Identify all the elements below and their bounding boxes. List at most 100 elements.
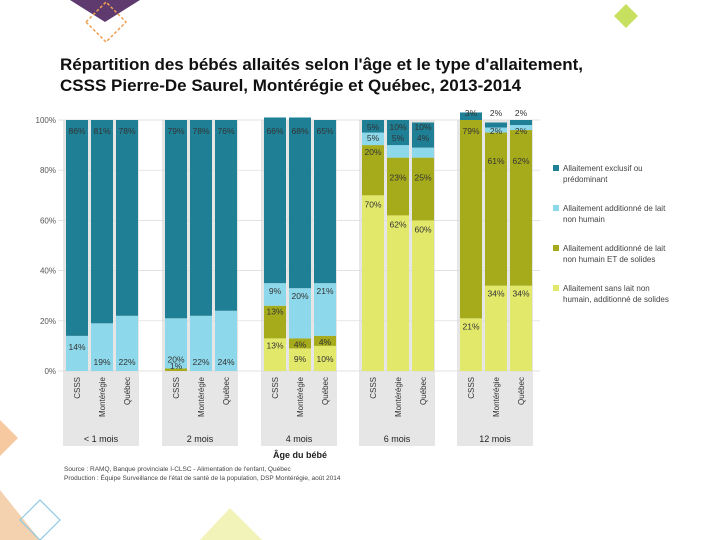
- bar-segment-exclusif: [460, 112, 482, 120]
- legend-entry-lait_non_humain: Allaitement additionné de lait non humain: [563, 204, 666, 224]
- bar-segment-lait_et_solides: [314, 335, 336, 346]
- legend-entry-line: Allaitement additionné de lait: [563, 244, 666, 253]
- group-label: 12 mois: [479, 434, 511, 444]
- bar-segment-sans_lait: [510, 285, 532, 371]
- data-label-exclusif: 2%: [490, 108, 503, 118]
- y-tick-label: 100%: [36, 116, 56, 125]
- bar-segment-lait_et_solides: [412, 157, 434, 221]
- data-label-lait-non-humain: 5%: [367, 133, 380, 143]
- chart-title: Répartition des bébés allaités selon l'â…: [60, 54, 700, 96]
- bar-segment-exclusif: [314, 120, 336, 284]
- bar-segment-exclusif: [510, 120, 532, 126]
- bar-segment-sans_lait: [264, 338, 286, 371]
- y-tick-label: 80%: [40, 166, 56, 175]
- bar-segment-lait_non_humain: [190, 315, 212, 371]
- peach-triangle-decoration: [0, 490, 40, 540]
- bar-segment-sans_lait: [387, 215, 409, 371]
- legend-entry-sans_lait: Allaitement sans lait non humain, additio…: [563, 284, 669, 304]
- data-label-exclusif: 68%: [291, 126, 308, 136]
- category-label: Québec: [123, 377, 132, 405]
- legend-entry-line: non humain: [563, 215, 605, 224]
- bar-segment-lait_non_humain: [116, 315, 138, 371]
- data-label-sans-lait: 34%: [487, 289, 504, 299]
- bar-segment-lait_non_humain: [387, 145, 409, 158]
- data-label-lait-non-humain: 20%: [167, 354, 184, 364]
- y-tick-label: 20%: [40, 317, 56, 326]
- data-label-lait-non-humain: 24%: [217, 357, 234, 367]
- data-label-lait-et-solides: 61%: [487, 156, 504, 166]
- legend-entry-line: humain, additionné de solides: [563, 295, 669, 304]
- category-label: CSSS: [271, 377, 280, 399]
- category-label: Québec: [222, 377, 231, 405]
- data-label-sans-lait: 60%: [414, 224, 431, 234]
- y-tick-label: 60%: [40, 216, 56, 225]
- data-label-exclusif: 65%: [316, 126, 333, 136]
- bar-segment-exclusif: [387, 120, 409, 146]
- bar-segment-exclusif: [412, 122, 434, 148]
- bar-segment-lait_non_humain: [165, 318, 187, 369]
- bar-segment-sans_lait: [362, 195, 384, 371]
- category-label: CSSS: [467, 377, 476, 399]
- category-label: Québec: [321, 377, 330, 405]
- bar-segment-sans_lait: [314, 345, 336, 371]
- data-label-lait-non-humain: 2%: [515, 126, 528, 136]
- legend-swatch-exclusif: [553, 165, 559, 171]
- legend-swatch-lait_et_solides: [553, 245, 559, 251]
- data-label-exclusif: 78%: [192, 126, 209, 136]
- data-label-exclusif: 66%: [266, 126, 283, 136]
- bar-segment-exclusif: [116, 120, 138, 316]
- data-label-lait-non-humain: 2%: [490, 126, 503, 136]
- legend-entry-line: prédominant: [563, 175, 608, 184]
- category-label: Montérégie: [296, 376, 305, 417]
- data-label-exclusif: 10%: [414, 122, 431, 132]
- bar-segment-lait_non_humain: [412, 147, 434, 158]
- bar-segment-lait_et_solides: [289, 338, 311, 349]
- group-label: 2 mois: [187, 434, 214, 444]
- category-label: CSSS: [73, 377, 82, 399]
- chart-title-line-2: CSSS Pierre-De Saurel, Montérégie et Qué…: [60, 76, 522, 95]
- legend-entry-exclusif: Allaitement exclusif ou prédominant: [563, 164, 643, 184]
- bar-segment-exclusif: [485, 122, 507, 128]
- legend-entry-line: Allaitement sans lait non: [563, 284, 650, 293]
- bar-segment-lait_non_humain: [510, 125, 532, 131]
- bar-segment-sans_lait: [485, 285, 507, 371]
- data-label-sans-lait: 10%: [316, 354, 333, 364]
- bar-segment-lait_non_humain: [215, 310, 237, 371]
- data-label-lait-non-humain: 20%: [291, 291, 308, 301]
- bar-segment-lait_non_humain: [289, 288, 311, 339]
- data-label-exclusif: 78%: [118, 126, 135, 136]
- data-label-lait-non-humain: 22%: [192, 357, 209, 367]
- group-label: < 1 mois: [84, 434, 119, 444]
- data-label-lait-non-humain: 22%: [118, 357, 135, 367]
- bar-segment-lait_et_solides: [264, 305, 286, 339]
- bar-segment-lait_non_humain: [314, 283, 336, 336]
- legend-swatch-lait_non_humain: [553, 205, 559, 211]
- bar-segment-lait_et_solides: [510, 130, 532, 286]
- category-label: Montérégie: [98, 376, 107, 417]
- group-label: 6 mois: [384, 434, 411, 444]
- green-diamond-decoration: [614, 4, 638, 28]
- bar-segment-lait_et_solides: [387, 157, 409, 216]
- legend-entry-line: Allaitement additionné de lait: [563, 204, 666, 213]
- bar-segment-lait_non_humain: [485, 127, 507, 133]
- bar-segment-lait_non_humain: [264, 283, 286, 306]
- y-tick-label: 0%: [44, 367, 56, 376]
- bar-segment-sans_lait: [460, 318, 482, 371]
- orange-dashed-diamond-decoration: [84, 0, 128, 44]
- data-label-lait-et-solides: 13%: [266, 307, 283, 317]
- category-label: CSSS: [369, 377, 378, 399]
- y-tick-label: 40%: [40, 267, 56, 276]
- bar-segment-sans_lait: [289, 348, 311, 371]
- blue-diamond-decoration: [19, 499, 61, 540]
- data-label-lait-et-solides: 4%: [319, 337, 332, 347]
- data-label-sans-lait: 70%: [364, 199, 381, 209]
- data-label-exclusif: 76%: [217, 126, 234, 136]
- bar-segment-lait_et_solides: [165, 368, 187, 371]
- bar-segment-exclusif: [190, 120, 212, 316]
- bar-segment-exclusif: [289, 117, 311, 289]
- data-label-exclusif: 86%: [68, 126, 85, 136]
- legend-swatch-sans_lait: [553, 285, 559, 291]
- data-label-lait-non-humain: 14%: [68, 342, 85, 352]
